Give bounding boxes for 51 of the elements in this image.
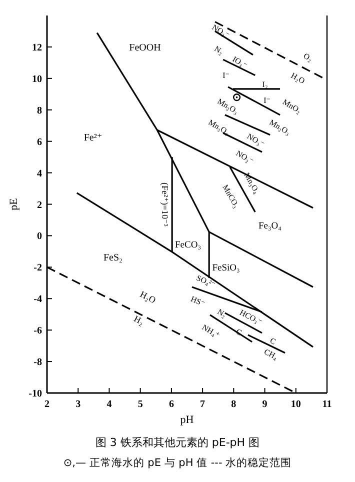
annotation: H₂ xyxy=(132,313,146,327)
x-tick-label: 4 xyxy=(106,399,112,410)
annotation: HS⁻ xyxy=(190,294,206,308)
annotation: CH₄ xyxy=(262,347,280,362)
annotation: C xyxy=(268,336,278,346)
annotation: FeOOH xyxy=(129,42,161,54)
y-tick-label: 10 xyxy=(32,74,42,85)
text: ⊙,— 正常海水的 pE 与 pH 值 --- 水的稳定范围 xyxy=(63,456,292,469)
y-tick-label: -10 xyxy=(28,388,42,400)
annotation: H₂O xyxy=(138,289,158,306)
x-tick-label: 7 xyxy=(200,399,206,410)
text: (Fe²⁺)=10⁻³ xyxy=(160,182,170,227)
annotation: Fe₃O₄ xyxy=(258,221,282,232)
annotation: I⁻ xyxy=(264,96,270,105)
y-tick-label: -8 xyxy=(34,357,42,368)
x-tick-label: 5 xyxy=(138,399,143,410)
annotation: O₂ xyxy=(302,51,314,64)
annotation: NH₄⁺ xyxy=(200,322,222,340)
annotation: N₂ xyxy=(212,44,225,56)
annotation: FeSiO₃ xyxy=(212,263,240,274)
x-tick-label: 9 xyxy=(262,399,268,410)
x-axis-title: pH xyxy=(180,414,194,426)
x-tick-label: 11 xyxy=(322,399,332,410)
y-tick-label: 0 xyxy=(37,231,42,242)
y-tick-label: 8 xyxy=(37,105,42,116)
y-axis-title: pE xyxy=(8,198,20,210)
x-tick-label: 6 xyxy=(168,399,174,410)
x-tick-label: 10 xyxy=(290,399,301,410)
y-tick-label: 2 xyxy=(37,200,42,211)
annotation: H₂O xyxy=(289,70,306,86)
text: 图 3 铁系和其他元素的 pE-pH 图 xyxy=(95,436,260,449)
annotation: IO₃⁻ xyxy=(230,54,249,70)
annotation: NO₂⁻ xyxy=(234,148,256,166)
annotation: N₂ xyxy=(216,307,228,320)
y-tick-label: 12 xyxy=(32,42,42,54)
annotation: Fe²⁺ xyxy=(84,132,102,144)
y-tick-label: 4 xyxy=(37,168,42,180)
annotation: FeS₂ xyxy=(103,252,123,264)
annotation: FeCO₃ xyxy=(174,240,202,250)
y-tick-label: -6 xyxy=(34,326,42,337)
annotation: NO₃⁻ xyxy=(246,132,266,149)
annotation: NO₃⁻ xyxy=(210,22,232,40)
annotation: I⁻ xyxy=(222,70,230,80)
y-tick-label: 6 xyxy=(37,136,42,148)
y-tick-label: -4 xyxy=(34,294,42,306)
x-tick-label: 8 xyxy=(231,399,236,410)
annotation: SO₄²⁻ xyxy=(195,273,217,290)
x-tick-label: 3 xyxy=(76,399,81,410)
y-tick-label: -2 xyxy=(34,262,42,274)
x-tick-label: 2 xyxy=(44,399,50,410)
annotation: I₂ xyxy=(262,80,268,89)
